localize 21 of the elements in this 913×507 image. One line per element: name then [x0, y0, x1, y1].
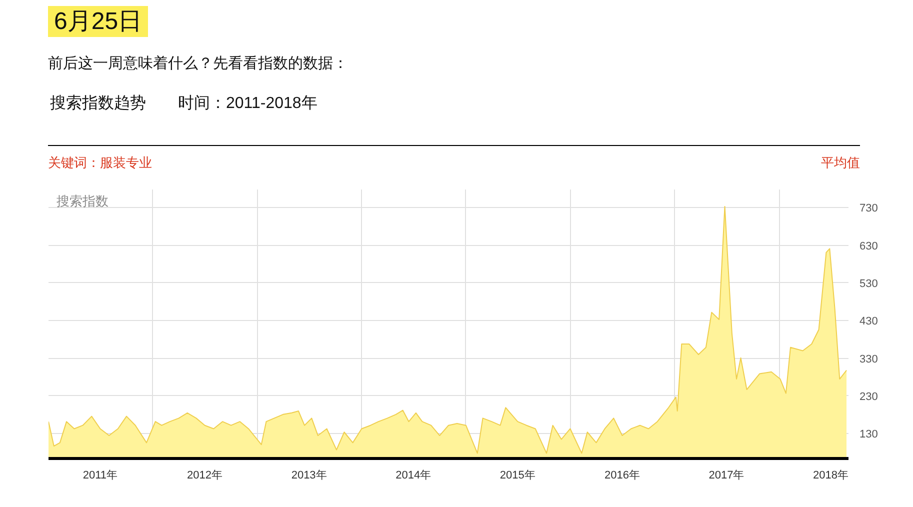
y-tick-label: 130 — [860, 428, 878, 441]
chart-subtitle: 前后这一周意味着什么？先看看指数的数据： — [48, 55, 348, 72]
y-tick-label: 430 — [860, 316, 878, 328]
text: 关键词：服装专业 — [48, 154, 152, 172]
x-tick-label: 2014年 — [396, 470, 432, 482]
x-tick-label: 2013年 — [291, 470, 327, 482]
y-tick-label: 730 — [860, 202, 878, 215]
x-tick-label: 2018年 — [813, 470, 849, 482]
y-axis-title: 搜索指数 — [56, 194, 108, 208]
x-tick-label: 2011年 — [82, 470, 118, 482]
y-tick-label: 530 — [860, 278, 878, 290]
x-tick-label: 2016年 — [604, 470, 640, 482]
y-tick-label: 630 — [860, 240, 878, 252]
x-tick-label: 2017年 — [708, 470, 744, 482]
x-tick-label: 2015年 — [500, 470, 536, 482]
x-tick-label: 2012年 — [187, 470, 223, 482]
text: 平均值 — [821, 154, 860, 172]
y-tick-label: 330 — [860, 353, 878, 366]
chart-title: 6月25日 — [48, 6, 148, 37]
y-tick-label: 230 — [860, 390, 878, 403]
text: 搜索指数趋势 时间：2011-2018年 — [50, 95, 318, 112]
